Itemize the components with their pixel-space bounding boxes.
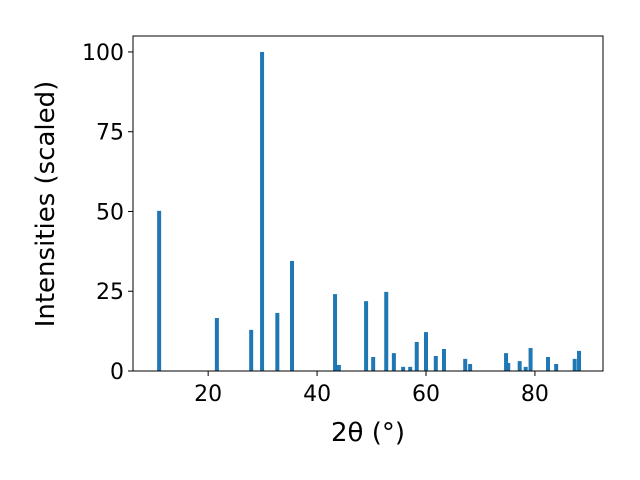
x-tick-label: 40: [303, 382, 331, 407]
bar: [401, 366, 406, 371]
bar: [523, 366, 528, 371]
bar: [468, 363, 473, 371]
bar: [275, 312, 280, 371]
plot-frame: [132, 35, 604, 372]
bar: [384, 291, 389, 371]
bar: [441, 348, 446, 371]
bar: [577, 350, 582, 371]
bar: [214, 318, 219, 371]
bar: [414, 341, 419, 371]
bar: [504, 353, 509, 371]
x-tick-label: 20: [194, 382, 222, 407]
x-tick-label: 80: [521, 382, 549, 407]
y-tick-label: 100: [82, 41, 124, 66]
x-axis-label: 2θ (°): [331, 418, 405, 448]
x-tick-label: 60: [412, 382, 440, 407]
bar: [157, 210, 162, 371]
bar: [333, 294, 338, 371]
y-tick-label: 25: [96, 280, 124, 305]
bar: [408, 366, 413, 371]
bar: [554, 363, 559, 371]
bar: [517, 361, 522, 371]
bar: [433, 356, 438, 371]
y-tick-label: 0: [110, 360, 124, 385]
bar: [424, 332, 429, 371]
bar: [336, 364, 341, 371]
bar: [528, 348, 533, 371]
bar: [290, 260, 295, 371]
bar: [260, 51, 265, 371]
bar: [249, 329, 254, 371]
y-tick-label: 75: [96, 121, 124, 146]
bar: [572, 358, 577, 371]
bar: [463, 358, 468, 371]
bar: [545, 356, 550, 371]
bar: [506, 363, 511, 371]
bar: [364, 301, 369, 371]
bar: [391, 353, 396, 371]
y-axis-label: Intensities (scaled): [31, 81, 61, 328]
y-tick-label: 50: [96, 200, 124, 225]
bar: [371, 356, 376, 371]
